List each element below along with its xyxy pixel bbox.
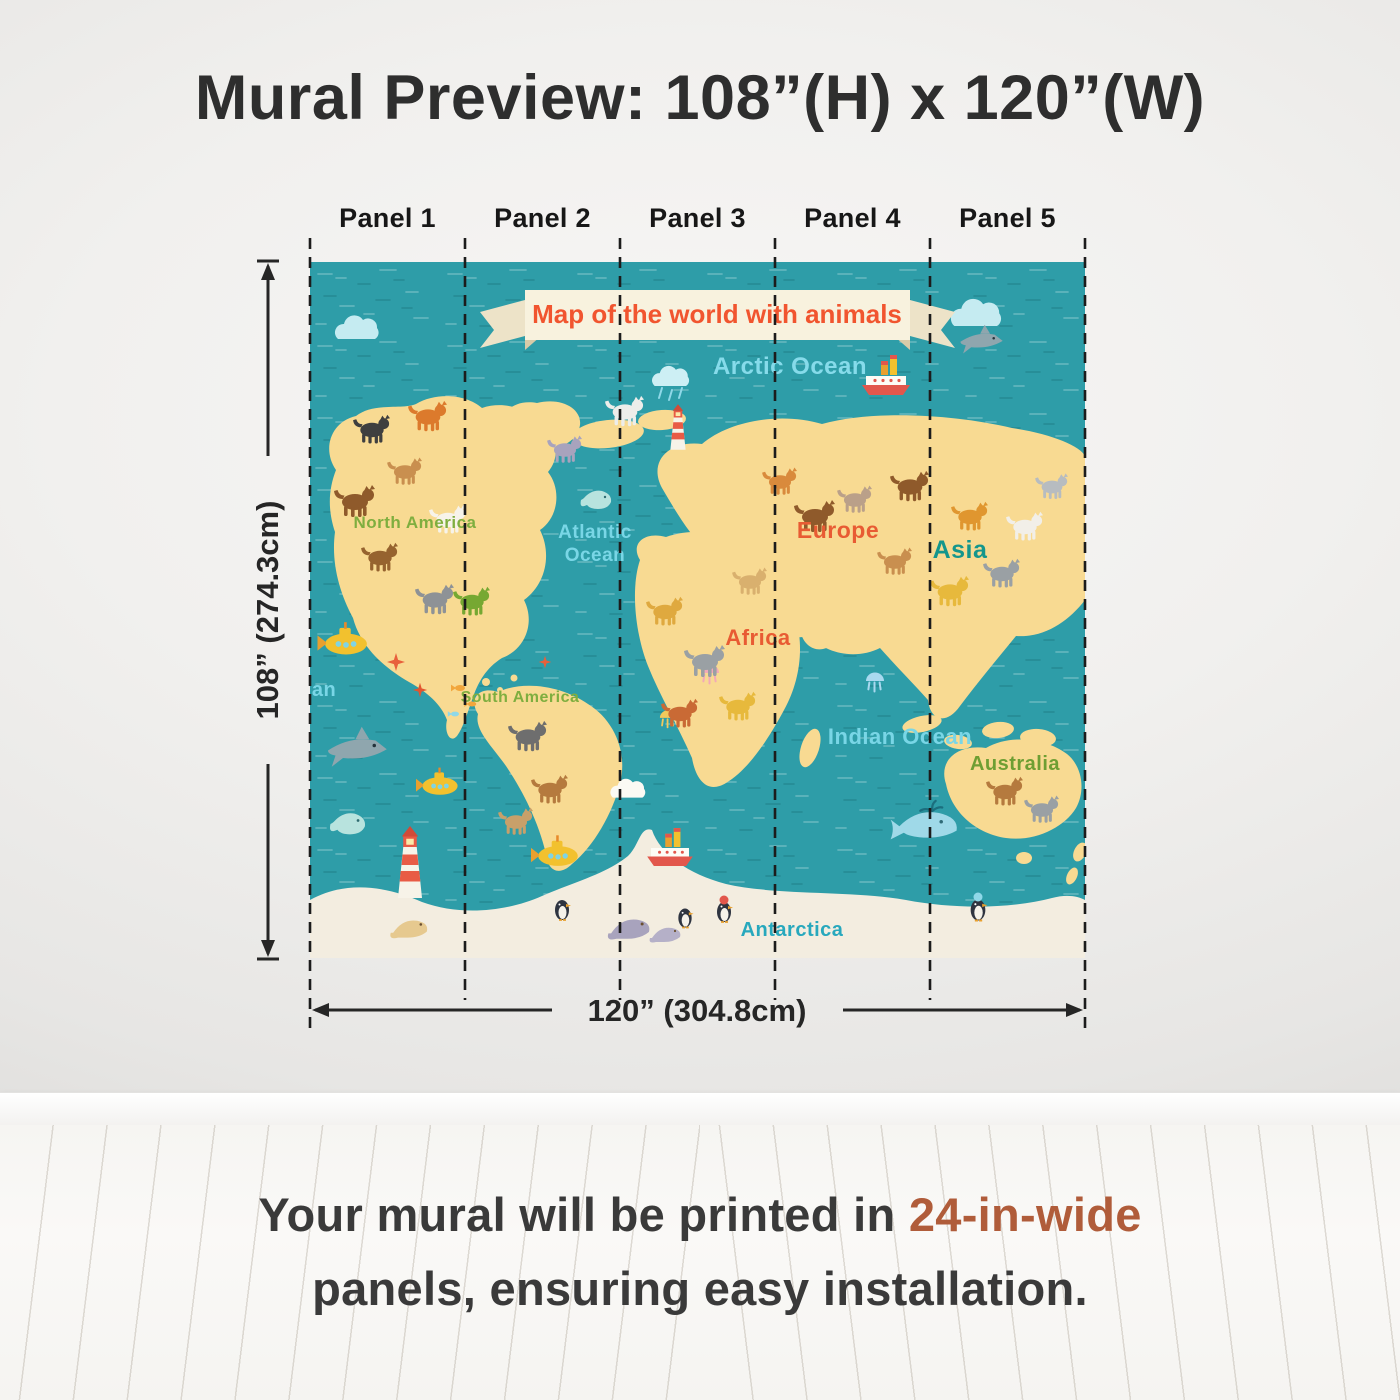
label-atlantic-1: Atlantic: [558, 522, 632, 543]
label-australia: Australia: [970, 753, 1060, 775]
footer-text-suffix: panels, ensuring easy installation.: [312, 1262, 1088, 1315]
clouds: [334, 298, 1002, 798]
panel-label-4: Panel 4: [804, 203, 901, 233]
label-antarctica: Antarctica: [741, 919, 844, 941]
footer-accent-text: 24-in-wide: [908, 1188, 1142, 1241]
label-pacific-fragment: an: [312, 679, 336, 701]
wood-floor: [0, 1125, 1400, 1400]
label-atlantic-2: Ocean: [565, 545, 626, 566]
map-title-banner: Map of the world with animals: [480, 290, 955, 350]
baseboard: [0, 1092, 1400, 1125]
panel-label-5: Panel 5: [959, 203, 1056, 233]
label-africa: Africa: [725, 625, 791, 650]
map-animals: [334, 395, 1068, 943]
label-asia: Asia: [933, 536, 988, 564]
greenland: [502, 401, 581, 451]
panel-label-3: Panel 3: [649, 203, 746, 233]
label-indian-ocean: Indian Ocean: [828, 724, 972, 749]
north-america: [329, 396, 557, 739]
label-europe: Europe: [797, 517, 879, 543]
mural-preview-world-map: Map of the world with animals Arctic Oce…: [310, 262, 1085, 958]
label-arctic-ocean: Arctic Ocean: [713, 353, 867, 380]
penguin-hat: [973, 892, 983, 902]
footer-note: Your mural will be printed in 24-in-wide…: [0, 1178, 1400, 1326]
penguin-hat: [719, 895, 729, 905]
page-title: Mural Preview: 108”(H) x 120”(W): [194, 63, 1206, 133]
antarctica-landmass: [310, 829, 1085, 958]
footer-text-prefix: Your mural will be printed in: [258, 1188, 909, 1241]
banner-title: Map of the world with animals: [532, 299, 902, 329]
arabia: [799, 585, 850, 650]
panel-label-1: Panel 1: [339, 203, 436, 233]
map-labels: Arctic Ocean North America Atlantic Ocea…: [312, 353, 1060, 941]
eurasia: [657, 415, 1085, 719]
label-south-america: South America: [461, 689, 580, 706]
panel-label-2: Panel 2: [494, 203, 591, 233]
label-north-america: North America: [353, 513, 476, 532]
